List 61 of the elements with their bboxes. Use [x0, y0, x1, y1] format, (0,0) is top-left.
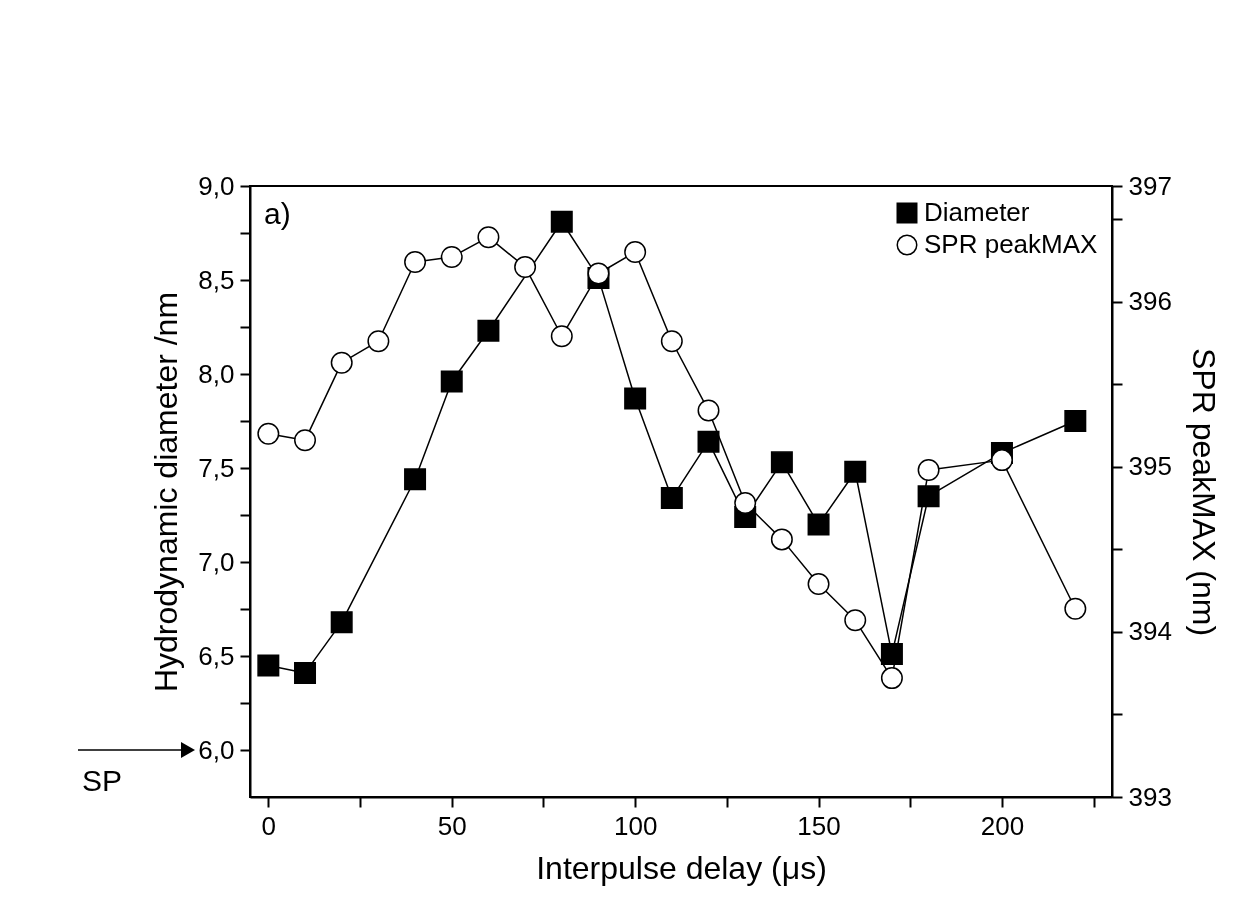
point [807, 573, 830, 595]
point [770, 451, 793, 474]
y-tick-label: 8,0 [198, 358, 235, 389]
point [514, 255, 537, 278]
point [404, 250, 427, 273]
point [1064, 597, 1087, 620]
point [880, 667, 903, 690]
point [624, 387, 647, 410]
point [807, 513, 830, 536]
y2-tick-label: 395 [1128, 451, 1172, 482]
point [844, 460, 867, 483]
point [844, 609, 867, 632]
point [477, 319, 500, 342]
y-tick-label: 7,5 [198, 452, 235, 483]
point [697, 430, 720, 453]
x-tick-label: 150 [797, 810, 841, 841]
point [294, 429, 317, 452]
point [550, 325, 573, 348]
point [257, 654, 280, 677]
text: SP [82, 764, 123, 797]
point [990, 449, 1013, 472]
y2-axis-title: SPR peakMAX (nm) [1185, 347, 1222, 637]
y-tick-label: 8,5 [198, 264, 235, 295]
y-tick-label: 7,0 [198, 546, 235, 577]
y-tick-label: 6,5 [198, 640, 235, 671]
point [550, 210, 573, 233]
y2-tick-label: 396 [1128, 286, 1172, 317]
point [880, 643, 903, 666]
y-tick-label: 6,0 [198, 734, 235, 765]
point [477, 226, 500, 249]
point [440, 370, 463, 393]
y-tick-label: 9,0 [198, 170, 235, 201]
point [624, 241, 647, 264]
point [440, 246, 463, 268]
x-tick-label: 0 [261, 810, 277, 841]
point [660, 330, 683, 353]
x-tick-label: 50 [437, 810, 467, 841]
point [660, 487, 683, 510]
point [697, 399, 720, 422]
x-tick-label: 100 [613, 810, 658, 841]
y2-tick-label: 394 [1128, 616, 1172, 647]
x-axis-title: Interpulse delay (μs) [536, 849, 827, 886]
point [404, 468, 427, 491]
y-axis-title: Hydrodynamic diameter /nm [148, 291, 185, 693]
point [917, 459, 940, 482]
annotation: a) [264, 197, 291, 230]
y2-tick-label: 393 [1128, 781, 1172, 812]
point [330, 351, 353, 374]
x-tick-label: 200 [980, 810, 1025, 841]
legend-label: Diameter [924, 197, 1030, 227]
point [294, 661, 317, 684]
y2-tick-label: 397 [1128, 170, 1172, 201]
point [917, 485, 940, 508]
point [330, 611, 353, 634]
point [257, 422, 280, 445]
point [1064, 410, 1087, 432]
point [770, 528, 793, 551]
point [587, 262, 610, 285]
point [734, 492, 757, 515]
point [367, 330, 390, 353]
legend-label: SPR peakMAX [924, 229, 1098, 259]
